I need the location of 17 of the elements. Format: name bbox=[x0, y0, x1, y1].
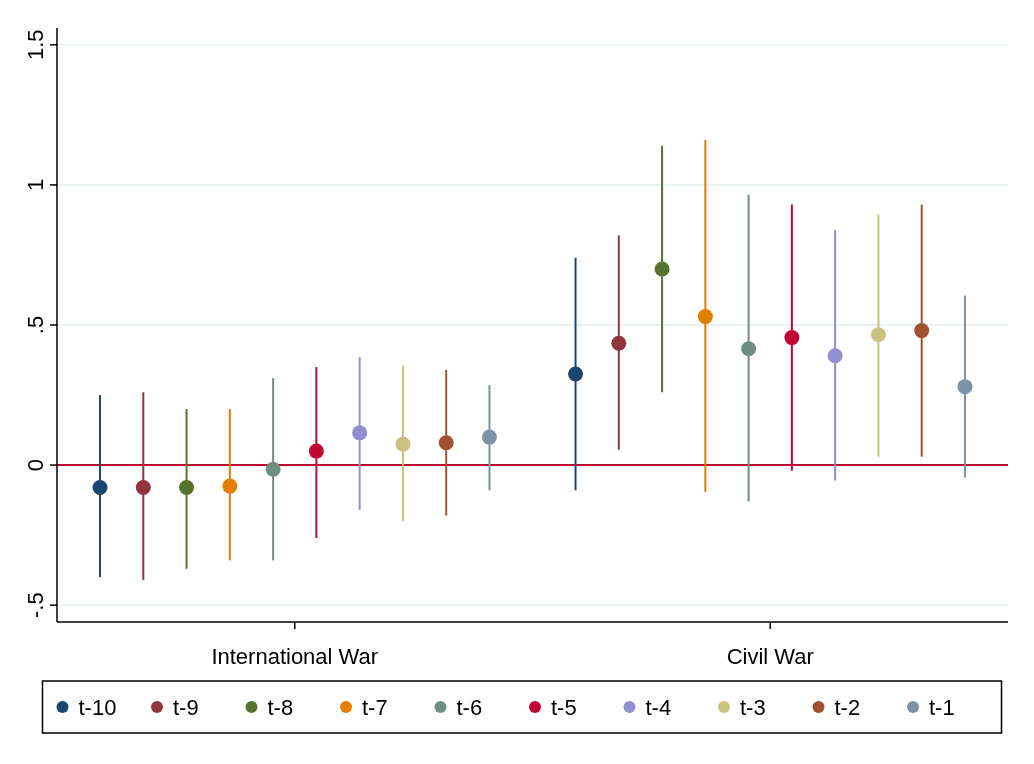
legend-label: t-4 bbox=[645, 695, 672, 720]
y-tick-label: 0 bbox=[23, 458, 48, 472]
legend-label: t-2 bbox=[834, 695, 861, 720]
legend-label: t-8 bbox=[267, 695, 294, 720]
y-tick-label: .5 bbox=[23, 315, 48, 335]
legend-label: t-3 bbox=[740, 695, 766, 720]
legend-label: t-6 bbox=[456, 695, 483, 720]
legend-label: t-7 bbox=[362, 695, 388, 720]
legend-label: t-5 bbox=[551, 695, 577, 720]
legend-label: t-9 bbox=[173, 695, 199, 720]
legend-label: t-10 bbox=[78, 695, 117, 720]
y-tick-label: 1.5 bbox=[23, 29, 48, 61]
legend-label: t-1 bbox=[929, 695, 955, 720]
y-tick-label: -.5 bbox=[23, 592, 48, 619]
x-tick-label: International War bbox=[211, 644, 379, 669]
x-tick-label: Civil War bbox=[726, 644, 814, 669]
y-tick-label: 1 bbox=[23, 178, 48, 192]
